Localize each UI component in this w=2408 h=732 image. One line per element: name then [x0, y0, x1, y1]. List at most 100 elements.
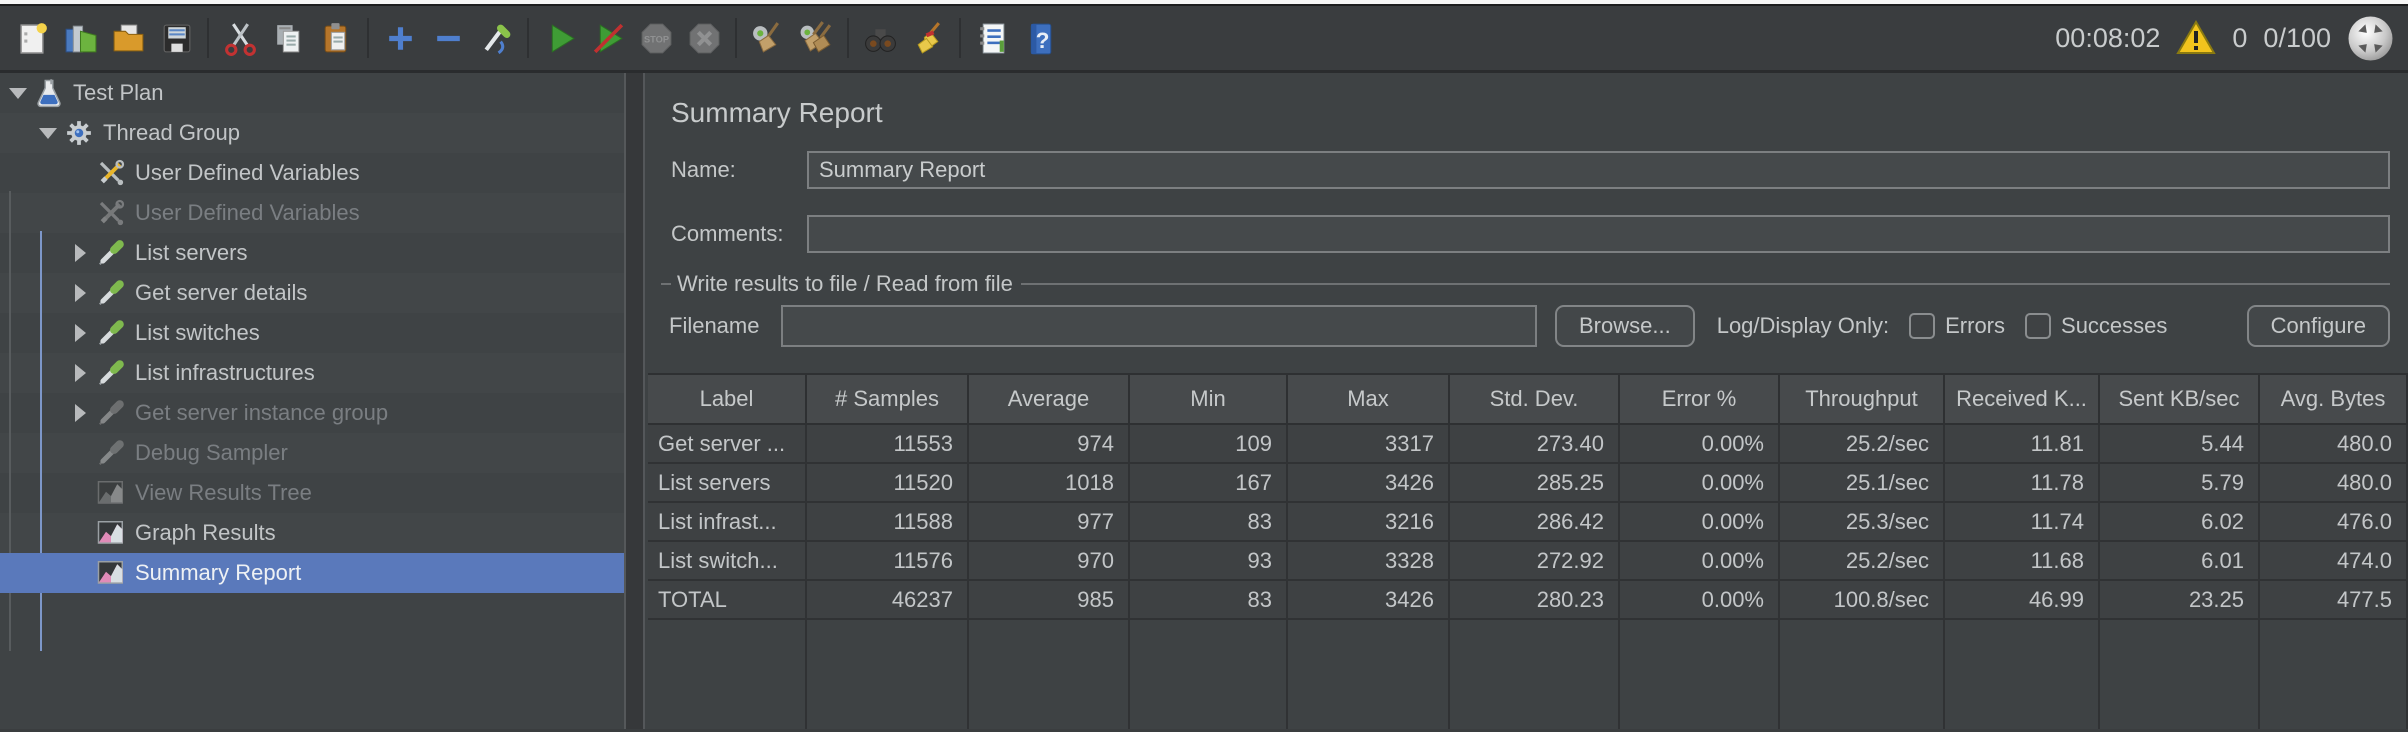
connection-health-icon	[2347, 15, 2394, 62]
value-cell: 985	[969, 581, 1130, 620]
value-cell: 3317	[1288, 425, 1450, 464]
expander-spacer	[70, 563, 90, 583]
chart-icon	[96, 478, 126, 508]
tree-node-test-plan[interactable]: Test Plan	[0, 73, 624, 113]
tools-icon	[96, 198, 126, 228]
value-cell: 167	[1130, 464, 1288, 503]
save-icon	[163, 24, 190, 52]
tree-node-user-defined-variables[interactable]: User Defined Variables	[0, 193, 624, 233]
table-row[interactable]: List infrast... 11588 977 83 3216 286.42 0.00%…	[648, 503, 2408, 542]
warning-count: 0	[2232, 22, 2248, 53]
tree-node-list-switches[interactable]: List switches	[0, 313, 624, 353]
copy-button[interactable]	[266, 14, 310, 62]
comments-input[interactable]	[807, 215, 2390, 253]
search-button[interactable]	[858, 14, 902, 62]
value-cell: 480.0	[2260, 425, 2408, 464]
tree-node-list-infrastructures[interactable]: List infrastructures	[0, 353, 624, 393]
expand-arrow-icon[interactable]	[70, 283, 90, 303]
column-header-average[interactable]: Average	[969, 375, 1130, 425]
start-button[interactable]	[538, 14, 582, 62]
tree-node-get-server-details[interactable]: Get server details	[0, 273, 624, 313]
tree-node-get-server-instance-group[interactable]: Get server instance group	[0, 393, 624, 433]
clear-button[interactable]	[746, 14, 790, 62]
column-header-sent-kb-sec[interactable]: Sent KB/sec	[2100, 375, 2260, 425]
search-reset-button[interactable]	[906, 14, 950, 62]
value-cell: 25.2/sec	[1780, 425, 1945, 464]
column-header-std-dev-[interactable]: Std. Dev.	[1450, 375, 1620, 425]
value-cell: 3216	[1288, 503, 1450, 542]
column-header-received-k-[interactable]: Received K...	[1945, 375, 2100, 425]
split-divider[interactable]	[626, 73, 643, 729]
empty-column-cell	[2260, 620, 2408, 729]
table-row[interactable]: List switch... 11576 970 93 3328 272.92 0.00% 2…	[648, 542, 2408, 581]
value-cell: 480.0	[2260, 464, 2408, 503]
table-row[interactable]: List servers 11520 1018 167 3426 285.25 0.00% 2…	[648, 464, 2408, 503]
templates-icon	[65, 25, 96, 52]
search-reset-icon	[917, 21, 940, 54]
column-header-label[interactable]: Label	[648, 375, 807, 425]
stop-button[interactable]: STOP	[634, 14, 678, 62]
tree-node-debug-sampler[interactable]: Debug Sampler	[0, 433, 624, 473]
templates-button[interactable]	[58, 14, 102, 62]
warning-icon[interactable]	[2176, 20, 2217, 56]
name-input[interactable]	[807, 151, 2390, 189]
value-cell: 11.81	[1945, 425, 2100, 464]
sampler-icon	[96, 318, 126, 348]
column-header--samples[interactable]: # Samples	[807, 375, 969, 425]
new-file-button[interactable]	[10, 14, 54, 62]
collapse-arrow-icon[interactable]	[8, 83, 28, 103]
expand-arrow-icon[interactable]	[70, 363, 90, 383]
configure-button[interactable]: Configure	[2246, 305, 2390, 347]
open-button[interactable]	[106, 14, 150, 62]
expander-spacer	[70, 483, 90, 503]
value-cell: 11588	[807, 503, 969, 542]
write-results-fieldset-title: Write results to file / Read from file	[661, 271, 2390, 297]
tree-node-label: Get server instance group	[135, 400, 389, 425]
shutdown-button[interactable]	[682, 14, 726, 62]
tree-node-graph-results[interactable]: Graph Results	[0, 513, 624, 553]
start-no-timers-button[interactable]	[586, 14, 630, 62]
cut-button[interactable]	[218, 14, 262, 62]
clear-all-button[interactable]	[794, 14, 838, 62]
column-header-error-[interactable]: Error %	[1620, 375, 1780, 425]
tree-node-view-results-tree[interactable]: View Results Tree	[0, 473, 624, 513]
column-header-max[interactable]: Max	[1288, 375, 1450, 425]
row-label-cell: List servers	[648, 464, 807, 503]
row-label-cell: TOTAL	[648, 581, 807, 620]
collapse-arrow-icon[interactable]	[38, 123, 58, 143]
successes-checkbox[interactable]	[2025, 313, 2052, 339]
function-helper-icon	[979, 23, 1004, 53]
column-header-avg-bytes[interactable]: Avg. Bytes	[2260, 375, 2408, 425]
value-cell: 272.92	[1450, 542, 1620, 581]
value-cell: 0.00%	[1620, 464, 1780, 503]
paste-button[interactable]	[314, 14, 358, 62]
column-header-min[interactable]: Min	[1130, 375, 1288, 425]
tree-node-list-servers[interactable]: List servers	[0, 233, 624, 273]
start-icon	[551, 23, 575, 53]
value-cell: 474.0	[2260, 542, 2408, 581]
browse-button[interactable]: Browse...	[1555, 305, 1695, 347]
table-row[interactable]: TOTAL 46237 985 83 3426 280.23 0.00% 100.8/sec 4…	[648, 581, 2408, 620]
empty-column-cell	[807, 620, 969, 729]
tree-node-thread-group[interactable]: Thread Group	[0, 113, 624, 153]
expand-arrow-icon[interactable]	[70, 403, 90, 423]
expand-all-button[interactable]	[378, 14, 422, 62]
help-button[interactable]: ?	[1018, 14, 1062, 62]
function-helper-button[interactable]	[970, 14, 1014, 62]
column-header-throughput[interactable]: Throughput	[1780, 375, 1945, 425]
save-button[interactable]	[154, 14, 198, 62]
value-cell: 46.99	[1945, 581, 2100, 620]
expander-spacer	[70, 203, 90, 223]
expand-arrow-icon[interactable]	[70, 323, 90, 343]
toggle-button[interactable]	[474, 14, 518, 62]
tree-guide-line	[40, 231, 42, 651]
tree-node-user-defined-variables[interactable]: User Defined Variables	[0, 153, 624, 193]
collapse-all-button[interactable]	[426, 14, 470, 62]
errors-checkbox[interactable]	[1909, 313, 1936, 339]
expand-arrow-icon[interactable]	[70, 243, 90, 263]
filename-input[interactable]	[781, 305, 1537, 347]
table-row[interactable]: Get server ... 11553 974 109 3317 273.40 0.00%…	[648, 425, 2408, 464]
toggle-icon	[484, 24, 510, 54]
tree-node-summary-report[interactable]: Summary Report	[0, 553, 624, 593]
